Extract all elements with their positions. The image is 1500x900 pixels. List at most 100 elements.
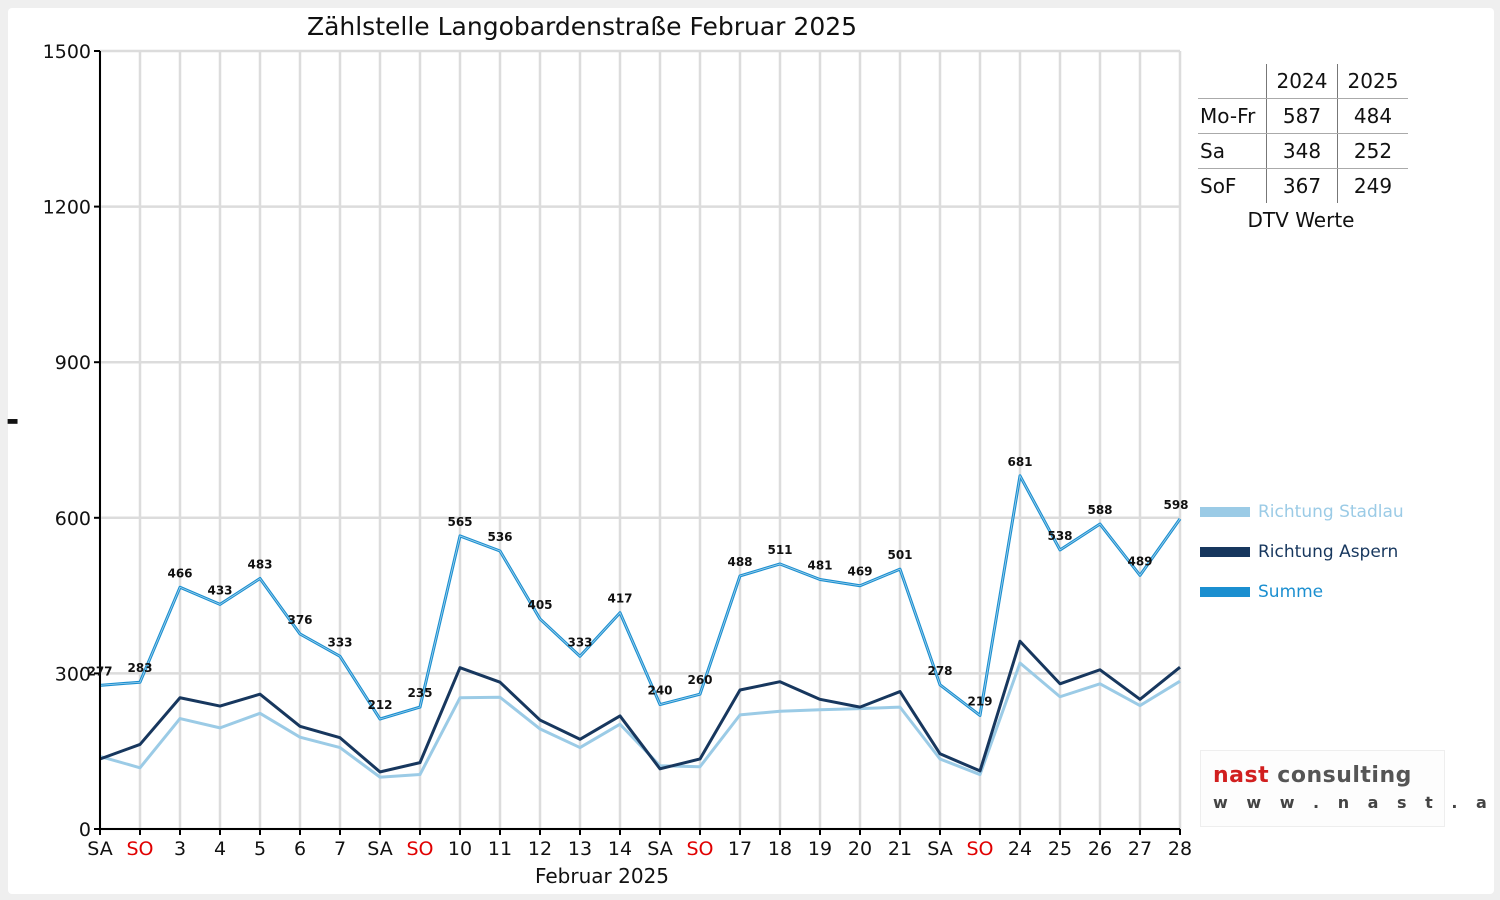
x-tick-label: 25 bbox=[1048, 838, 1072, 860]
y-tick-label: 600 bbox=[55, 508, 91, 530]
data-label: 376 bbox=[287, 613, 312, 627]
data-label: 235 bbox=[407, 686, 432, 700]
legend-label: Richtung Aspern bbox=[1258, 542, 1399, 562]
x-tick-label: 12 bbox=[528, 838, 552, 860]
x-tick-label: SA bbox=[87, 838, 112, 860]
x-tick-label: 28 bbox=[1168, 838, 1192, 860]
dtv-table: 2024 2025 Mo-Fr 587 484 Sa 348 252 SoF 3… bbox=[1198, 64, 1408, 203]
data-label: 536 bbox=[487, 530, 512, 544]
data-label: 433 bbox=[207, 583, 232, 597]
dtv-header-row: 2024 2025 bbox=[1198, 64, 1408, 99]
data-label: 538 bbox=[1047, 529, 1072, 543]
dtv-row-label: Mo-Fr bbox=[1198, 98, 1267, 134]
data-label: 405 bbox=[527, 598, 552, 612]
x-tick-label: SA bbox=[367, 838, 392, 860]
x-tick-label: 19 bbox=[808, 838, 832, 860]
data-labels: 277 283 466 433 483 376 333 212 235 565 536 405 333 4… bbox=[87, 455, 1188, 712]
legend: Richtung Stadlau Richtung Aspern Summe bbox=[1200, 492, 1404, 612]
x-tick-label: 17 bbox=[728, 838, 752, 860]
x-tick-label: SO bbox=[966, 838, 993, 860]
dtv-row-label: Sa bbox=[1198, 133, 1267, 169]
x-tick-label: 3 bbox=[174, 838, 186, 860]
data-label: 565 bbox=[447, 515, 472, 529]
legend-swatch bbox=[1200, 507, 1250, 517]
x-tick-label: 7 bbox=[334, 838, 346, 860]
series-line-stadlau bbox=[99, 661, 1181, 779]
logo-url: w w w . n a s t . a t bbox=[1213, 793, 1500, 812]
x-tick-label: 14 bbox=[608, 838, 632, 860]
x-tick-label: 26 bbox=[1088, 838, 1112, 860]
dtv-row-label: SoF bbox=[1200, 174, 1237, 198]
data-label: 277 bbox=[87, 664, 112, 678]
logo-wordmark: nast consulting bbox=[1213, 763, 1412, 788]
dtv-header-2025: 2025 bbox=[1337, 64, 1408, 99]
data-label: 588 bbox=[1087, 503, 1112, 517]
y-tick-label: 300 bbox=[55, 663, 91, 685]
x-tick-label: 6 bbox=[294, 838, 306, 860]
data-label: 501 bbox=[887, 548, 912, 562]
data-label: 488 bbox=[727, 555, 752, 569]
company-logo: nast consulting w w w . n a s t . a t bbox=[1200, 750, 1500, 827]
legend-item-stadlau: Richtung Stadlau bbox=[1200, 492, 1404, 532]
dtv-row-sof: SoF 367 249 bbox=[1198, 168, 1408, 203]
series-line-summe-highlight bbox=[99, 474, 1181, 720]
x-tick-label: SA bbox=[647, 838, 672, 860]
legend-item-summe: Summe bbox=[1200, 572, 1404, 612]
data-label: 469 bbox=[847, 565, 872, 579]
y-tick-label: 1200 bbox=[43, 197, 91, 219]
dtv-cell-2024: 367 bbox=[1266, 168, 1338, 203]
data-label: 466 bbox=[167, 566, 192, 580]
x-tick-label: 27 bbox=[1128, 838, 1152, 860]
x-tick-label: SA bbox=[927, 838, 952, 860]
x-tick-label: SO bbox=[126, 838, 153, 860]
x-tick-label: SO bbox=[406, 838, 433, 860]
data-label: 489 bbox=[1127, 554, 1152, 568]
legend-item-aspern: Richtung Aspern bbox=[1200, 532, 1404, 572]
x-tick-label: 13 bbox=[568, 838, 592, 860]
x-tick-label: 21 bbox=[888, 838, 912, 860]
data-label: 483 bbox=[247, 557, 272, 571]
y-axis-unit-mark: ▮ bbox=[5, 417, 20, 425]
y-tick-label: 900 bbox=[55, 352, 91, 374]
series-lines bbox=[99, 474, 1182, 779]
data-label: 212 bbox=[367, 698, 392, 712]
legend-swatch bbox=[1200, 587, 1250, 597]
dtv-cell-2025: 252 bbox=[1337, 133, 1408, 169]
dtv-row-sa: Sa 348 252 bbox=[1198, 133, 1408, 169]
data-label: 219 bbox=[967, 694, 992, 708]
x-tick-label: 20 bbox=[848, 838, 872, 860]
data-label: 681 bbox=[1007, 455, 1032, 469]
data-label: 481 bbox=[807, 559, 832, 573]
data-label: 260 bbox=[687, 673, 712, 687]
dtv-cell-2025: 484 bbox=[1337, 98, 1408, 134]
dtv-caption: DTV Werte bbox=[1247, 208, 1355, 232]
dtv-header-empty bbox=[1198, 64, 1267, 99]
y-axis-ticks: 0 300 600 900 1200 1500 bbox=[43, 41, 100, 841]
dtv-header-2024: 2024 bbox=[1266, 64, 1338, 99]
series-line-summe bbox=[99, 474, 1182, 721]
dtv-cell-2024: 587 bbox=[1266, 98, 1338, 134]
legend-swatch bbox=[1200, 547, 1250, 557]
x-axis-title: Februar 2025 bbox=[534, 864, 670, 888]
data-label: 598 bbox=[1163, 498, 1188, 512]
logo-brand-rest: consulting bbox=[1269, 763, 1412, 788]
y-tick-label: 1500 bbox=[43, 41, 91, 63]
legend-label: Richtung Stadlau bbox=[1258, 502, 1404, 522]
data-label: 511 bbox=[767, 543, 792, 557]
x-tick-label: SO bbox=[686, 838, 713, 860]
axes bbox=[99, 51, 1180, 830]
data-label: 417 bbox=[607, 592, 632, 606]
y-tick-label: 0 bbox=[79, 819, 91, 841]
x-tick-label: 24 bbox=[1008, 838, 1032, 860]
series-line-aspern bbox=[99, 639, 1181, 774]
x-tick-label: 10 bbox=[448, 838, 472, 860]
grid-lines bbox=[98, 49, 1182, 831]
data-label: 333 bbox=[327, 635, 352, 649]
dtv-row-mofr: Mo-Fr 587 484 bbox=[1198, 98, 1408, 134]
chart-title: Zählstelle Langobardenstraße Februar 202… bbox=[306, 12, 858, 41]
dtv-cell-2024: 348 bbox=[1266, 133, 1338, 169]
data-label: 283 bbox=[127, 661, 152, 675]
dtv-cell-2025: 249 bbox=[1337, 168, 1408, 203]
x-tick-label: 5 bbox=[254, 838, 266, 860]
